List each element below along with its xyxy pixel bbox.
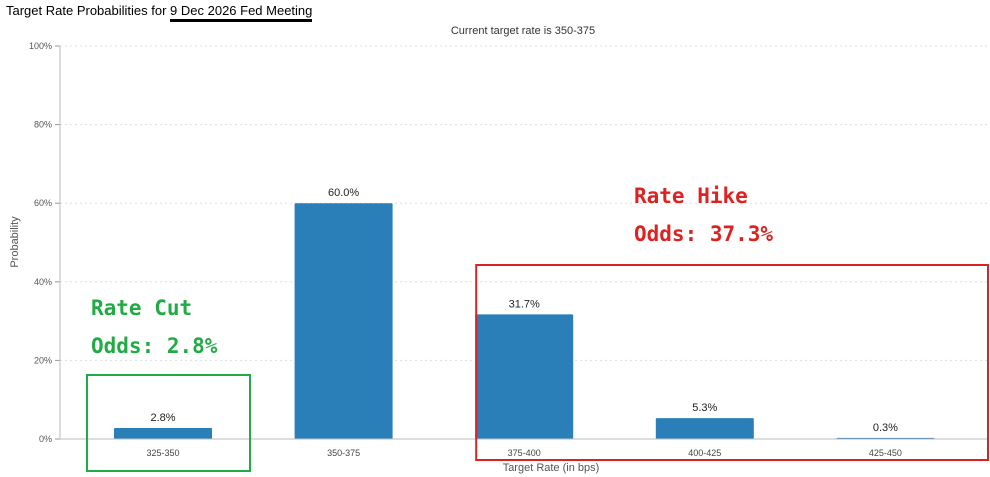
x-tick-label: 350-375 [327,448,360,458]
data-label: 31.7% [509,298,540,310]
bar [294,203,393,439]
chart-title: Target Rate Probabilities for 9 Dec 2026… [6,3,313,22]
x-axis: 325-350 350-375 375-400 400-425 425-450 [60,438,988,458]
x-tick-label: 325-350 [146,448,179,458]
title-date: 9 Dec 2026 Fed Meeting [170,3,313,22]
data-label: 60.0% [328,187,359,199]
bar [475,314,574,439]
bar [114,427,212,439]
y-tick-label: 40% [34,277,52,287]
rate-hike-label: Rate Hike [634,184,748,208]
rate-hike-box [475,264,989,461]
bar [655,418,754,439]
data-label: 0.3% [873,422,898,434]
x-tick-label: 425-450 [869,448,902,458]
y-tick-label: 20% [34,355,52,365]
y-axis: 0% 20% 40% 60% 80% 100% [29,41,61,444]
rate-cut-label: Odds: 2.8% [91,334,218,358]
chart-subtitle: Current target rate is 350-375 [451,25,595,37]
x-axis-label: Target Rate (in bps) [503,462,600,474]
y-tick-label: 100% [29,41,52,51]
y-tick-label: 0% [39,434,52,444]
y-tick-label: 60% [34,198,52,208]
data-label: 5.3% [692,402,717,414]
title-prefix: Target Rate Probabilities for [6,3,171,18]
rate-cut-box [86,374,251,472]
annotations: Rate Cut Odds: 2.8% Rate Hike Odds: 37.3% [86,184,989,472]
y-axis-label: Probability [9,216,21,268]
y-tick-label: 80% [34,120,52,130]
gridlines [60,45,988,361]
bars: 2.8% 60.0% 31.7% 5.3% 0.3% [114,187,935,439]
rate-cut-label: Rate Cut [91,296,192,320]
x-tick-label: 400-425 [688,448,721,458]
x-tick-label: 375-400 [508,448,541,458]
data-label: 2.8% [150,412,175,424]
rate-hike-label: Odds: 37.3% [634,222,773,246]
